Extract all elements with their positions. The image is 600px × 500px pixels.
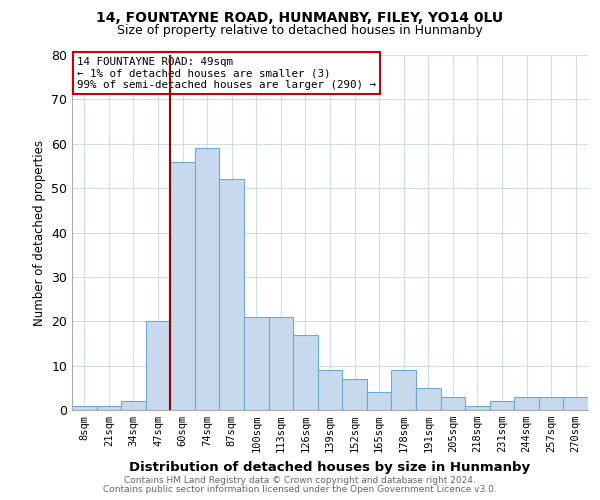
Text: Size of property relative to detached houses in Hunmanby: Size of property relative to detached ho… (117, 24, 483, 37)
Text: 14, FOUNTAYNE ROAD, HUNMANBY, FILEY, YO14 0LU: 14, FOUNTAYNE ROAD, HUNMANBY, FILEY, YO1… (97, 11, 503, 25)
X-axis label: Distribution of detached houses by size in Hunmanby: Distribution of detached houses by size … (130, 460, 530, 473)
Bar (97, 406, 121, 410)
Bar (440, 396, 465, 410)
Bar (146, 322, 170, 410)
Bar (72, 406, 97, 410)
Bar (318, 370, 342, 410)
Bar (269, 317, 293, 410)
Text: Contains HM Land Registry data © Crown copyright and database right 2024.: Contains HM Land Registry data © Crown c… (124, 476, 476, 485)
Bar (563, 396, 588, 410)
Bar (391, 370, 416, 410)
Bar (465, 406, 490, 410)
Bar (293, 334, 318, 410)
Y-axis label: Number of detached properties: Number of detached properties (32, 140, 46, 326)
Bar (244, 317, 269, 410)
Bar (121, 401, 146, 410)
Text: 14 FOUNTAYNE ROAD: 49sqm
← 1% of detached houses are smaller (3)
99% of semi-det: 14 FOUNTAYNE ROAD: 49sqm ← 1% of detache… (77, 57, 376, 90)
Text: Contains public sector information licensed under the Open Government Licence v3: Contains public sector information licen… (103, 485, 497, 494)
Bar (220, 180, 244, 410)
Bar (170, 162, 195, 410)
Bar (514, 396, 539, 410)
Bar (195, 148, 220, 410)
Bar (342, 379, 367, 410)
Bar (416, 388, 440, 410)
Bar (367, 392, 391, 410)
Bar (490, 401, 514, 410)
Bar (539, 396, 563, 410)
